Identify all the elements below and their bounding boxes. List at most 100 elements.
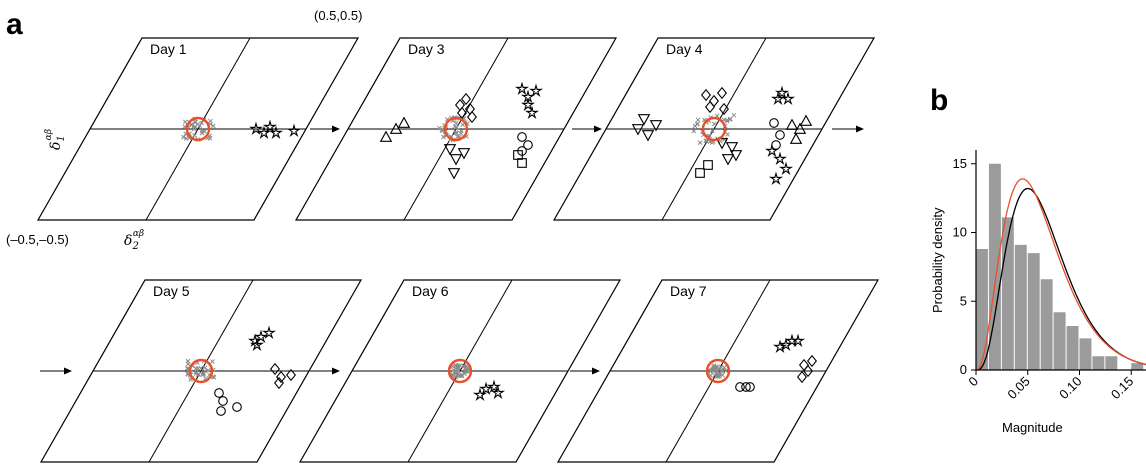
histogram-bar bbox=[1079, 338, 1092, 370]
histogram-bar bbox=[1001, 217, 1014, 370]
cross-marker bbox=[198, 365, 204, 371]
circle-marker bbox=[735, 382, 745, 392]
cross-marker bbox=[711, 363, 717, 368]
circle-marker bbox=[517, 132, 527, 142]
histogram-bar bbox=[1066, 326, 1079, 370]
y-tick-label: 10 bbox=[953, 225, 967, 240]
cross-marker bbox=[196, 372, 201, 378]
cross-marker bbox=[184, 366, 190, 371]
triangle-marker bbox=[789, 132, 803, 144]
cross-marker bbox=[452, 124, 458, 129]
diamond-marker bbox=[708, 94, 720, 108]
diamond-marker bbox=[456, 106, 468, 120]
cross-marker bbox=[731, 112, 737, 118]
circle-marker bbox=[741, 382, 751, 392]
cross-marker bbox=[205, 368, 211, 373]
cross-marker bbox=[455, 134, 460, 139]
cross-marker bbox=[715, 374, 721, 380]
cross-marker bbox=[199, 130, 205, 136]
day-label: Day 4 bbox=[666, 41, 703, 57]
histogram-chart: Probability density Magnitude 0 5 10 15 0 0.0… bbox=[930, 150, 1146, 435]
star-marker bbox=[262, 119, 278, 134]
cross-marker bbox=[182, 119, 188, 125]
triangle-marker bbox=[389, 122, 403, 134]
diamond-marker bbox=[796, 370, 808, 384]
diamond-marker bbox=[806, 354, 818, 368]
day-label: Day 5 bbox=[153, 283, 190, 299]
star-marker bbox=[770, 91, 786, 106]
histogram-bar bbox=[1131, 363, 1144, 370]
origin-circle bbox=[443, 116, 469, 142]
triangle-marker bbox=[379, 130, 393, 142]
cross-marker bbox=[197, 123, 202, 129]
cross-marker bbox=[463, 368, 468, 374]
fit-curve-black bbox=[975, 187, 1146, 371]
triangle-marker bbox=[785, 118, 799, 130]
star-marker bbox=[490, 385, 506, 400]
histogram-bar bbox=[1105, 356, 1118, 370]
square-marker bbox=[695, 168, 705, 178]
day-panel: Day 7 bbox=[556, 279, 880, 463]
inverted-triangle-marker bbox=[631, 124, 645, 136]
panel-outline bbox=[39, 279, 363, 463]
cross-marker bbox=[692, 123, 698, 129]
triangle-marker bbox=[397, 116, 411, 128]
circle-marker bbox=[216, 406, 226, 416]
star-marker bbox=[253, 329, 269, 344]
diamond-marker bbox=[273, 376, 285, 390]
inverted-triangle-marker bbox=[649, 120, 663, 132]
cross-marker bbox=[709, 128, 715, 134]
x-tick-label: 0.15 bbox=[1108, 374, 1137, 403]
cross-marker bbox=[193, 371, 199, 376]
square-marker bbox=[517, 158, 527, 168]
histogram-bar bbox=[1092, 356, 1105, 370]
origin-circle bbox=[705, 358, 731, 384]
star-marker bbox=[478, 381, 494, 396]
inverted-triangle-marker bbox=[637, 114, 651, 126]
circle-marker bbox=[745, 382, 755, 392]
right-arrow-icon bbox=[40, 367, 72, 375]
y-tick-label: 0 bbox=[960, 362, 967, 377]
cross-marker bbox=[461, 363, 467, 369]
cross-marker bbox=[210, 123, 216, 129]
origin-circle bbox=[701, 116, 727, 142]
cross-marker bbox=[185, 361, 191, 367]
circle-marker bbox=[232, 402, 242, 412]
cross-marker bbox=[710, 366, 716, 372]
origin-circle bbox=[447, 358, 473, 384]
star-marker bbox=[472, 387, 488, 402]
triangle-marker bbox=[793, 122, 807, 134]
diamond-marker bbox=[802, 364, 814, 378]
star-marker bbox=[768, 171, 784, 186]
diamond-marker bbox=[798, 358, 810, 372]
panel-outline bbox=[556, 279, 880, 463]
circle-marker bbox=[769, 118, 779, 128]
inverted-triangle-marker bbox=[443, 144, 457, 156]
corner-top-label: (0.5,0.5) bbox=[314, 8, 362, 23]
axis2-label: δ2αβ bbox=[124, 229, 144, 252]
day-panel: Day 6 bbox=[298, 279, 622, 463]
star-marker bbox=[256, 125, 272, 140]
cross-marker bbox=[200, 372, 206, 377]
star-marker bbox=[486, 379, 502, 394]
cross-marker bbox=[200, 370, 206, 376]
x-axis-label: Magnitude bbox=[1002, 420, 1063, 435]
panel-outline bbox=[294, 37, 618, 221]
right-arrow-icon bbox=[572, 125, 602, 133]
cross-marker bbox=[202, 365, 208, 371]
cross-marker bbox=[458, 128, 464, 134]
star-marker bbox=[790, 333, 806, 348]
star-marker bbox=[520, 97, 536, 112]
inverted-triangle-marker bbox=[457, 148, 471, 160]
right-arrow-icon bbox=[832, 125, 864, 133]
axis1-label: δ1αβ bbox=[44, 129, 67, 150]
y-tick-label: 5 bbox=[960, 293, 967, 308]
cross-marker bbox=[691, 128, 697, 134]
cross-marker bbox=[192, 132, 197, 138]
diamond-marker bbox=[269, 362, 281, 376]
star-marker bbox=[286, 123, 302, 138]
day-label: Day 1 bbox=[150, 41, 187, 57]
x-tick-label: 0.10 bbox=[1056, 374, 1085, 403]
circle-marker bbox=[523, 140, 533, 150]
cross-marker bbox=[695, 117, 701, 123]
